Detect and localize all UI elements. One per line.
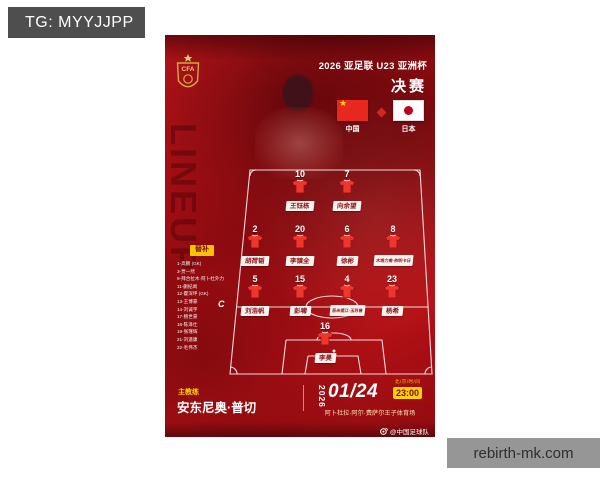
player-number: 7 xyxy=(344,169,350,179)
lineup-poster: LINEUP CFA 2026 亚足联 U23 亚洲杯 决赛 ★ 中国 日本 1… xyxy=(165,35,435,437)
player-name-label: 徐彬 xyxy=(335,255,359,266)
player-name-label: 彭啸 xyxy=(288,305,312,316)
substitute-item: 18-陈泽仕 xyxy=(177,322,198,328)
player-7: 7 向余望 xyxy=(321,170,373,212)
player-number: 5 xyxy=(252,274,258,284)
player-number: 4 xyxy=(344,274,350,284)
substitute-item: 13-王博豪 xyxy=(177,299,198,305)
jersey-icon xyxy=(316,331,334,346)
player-20: 20 李镇全 xyxy=(274,225,326,267)
divider xyxy=(303,385,304,411)
year-label: 2026 xyxy=(317,385,327,408)
substitute-item: 17-鲍世豪 xyxy=(177,314,198,320)
player-silhouette xyxy=(283,75,313,111)
jersey-icon xyxy=(338,179,356,194)
substitutes-list: 1-高鹏 (GK) 3-贾一然 9-拜合拉木·阿卜杜外力 11-蒯纪闻 12-霍深坪 (… xyxy=(177,261,249,352)
site-watermark: rebirth-mk.com xyxy=(447,438,600,468)
jersey-icon xyxy=(291,234,309,249)
vs-marker xyxy=(376,107,387,118)
player-name-label: 李镇全 xyxy=(285,255,315,266)
player-23: 23 杨希 xyxy=(366,275,418,317)
player-number: 15 xyxy=(294,274,305,284)
home-team-label: 中国 xyxy=(345,126,360,133)
jersey-icon xyxy=(383,284,401,299)
player-5: C 5 刘浩帆 xyxy=(218,274,281,317)
substitute-item: 14-刘诚宇 xyxy=(177,306,198,313)
substitute-item: 3-贾一然 xyxy=(177,268,195,275)
weibo-icon xyxy=(379,427,388,435)
player-2: 2 胡荷韬 xyxy=(229,225,281,267)
player-10: 10 王钰栋 xyxy=(274,170,326,212)
substitutes-badge: 替补 xyxy=(190,244,214,256)
jersey-icon xyxy=(246,234,264,249)
header-titles: 2026 亚足联 U23 亚洲杯 决赛 xyxy=(319,58,427,96)
player-name-label: 吾米提江·玉苏普 xyxy=(329,305,365,316)
bottom-strip xyxy=(165,422,435,437)
captain-badge: C xyxy=(218,299,225,309)
jersey-icon xyxy=(384,234,402,249)
jersey-icon xyxy=(246,284,264,299)
jersey-icon xyxy=(291,179,309,194)
player-number: 20 xyxy=(294,224,305,234)
player-number: 23 xyxy=(386,274,397,284)
social-handle: @中国足球队 xyxy=(389,429,429,436)
player-name-label: 向余望 xyxy=(332,200,362,211)
player-name-label: 杨希 xyxy=(380,305,404,316)
substitute-item: 1-高鹏 (GK) xyxy=(177,261,202,267)
substitutes-panel: 替补 1-高鹏 (GK) 3-贾一然 9-拜合拉木·阿卜杜外力 11-蒯纪闻 12-霍深… xyxy=(177,238,249,352)
date-label: 01/24 xyxy=(328,381,379,402)
player-number: 10 xyxy=(294,169,305,179)
away-team-label: 日本 xyxy=(401,126,416,133)
stage-title: 决赛 xyxy=(390,78,427,95)
player-16: 16 李昊 xyxy=(299,322,351,364)
coach-name: 安东尼奥·普切 xyxy=(177,401,257,415)
jersey-icon xyxy=(338,284,356,299)
player-number: 6 xyxy=(344,224,350,234)
venue-label: 阿卜杜拉·阿尔·费萨尔王子体育场 xyxy=(324,410,416,417)
substitute-item: 22-毛伟杰 xyxy=(177,344,198,351)
player-15: 15 彭啸 xyxy=(274,275,326,317)
player-name-label: 木塔力甫·依明卡日 xyxy=(372,255,414,266)
player-name-label: 李昊 xyxy=(313,352,337,363)
substitute-item: 21-刘遥康 xyxy=(177,337,198,343)
top-shade xyxy=(165,35,435,61)
player-number: 16 xyxy=(319,321,330,331)
player-6: 6 徐彬 xyxy=(321,225,373,267)
cfa-badge-icon: CFA xyxy=(176,54,200,88)
jersey-icon xyxy=(291,284,309,299)
timezone-label: 北/京/时/间 xyxy=(395,379,421,384)
china-flag-icon: ★ xyxy=(337,98,368,121)
substitute-item: 12-霍深坪 (GK) xyxy=(177,291,209,298)
player-name-label: 王钰栋 xyxy=(285,200,315,211)
substitute-item: 9-拜合拉木·阿卜杜外力 xyxy=(177,276,225,283)
jersey-icon xyxy=(338,234,356,249)
tournament-title: 2026 亚足联 U23 亚洲杯 xyxy=(318,61,427,72)
player-8: 8 木塔力甫·依明卡日 xyxy=(367,225,419,267)
player-number: 8 xyxy=(390,224,396,234)
substitute-item: 11-蒯纪闻 xyxy=(177,284,198,290)
substitute-item: 19-张瑾辉 xyxy=(177,329,198,336)
player-silhouette-body xyxy=(255,107,343,179)
coach-label: 主教练 xyxy=(178,389,199,396)
flag-sun-icon xyxy=(404,106,413,115)
tg-watermark: TG: MYYJJPP xyxy=(8,7,145,38)
social-handle-row: @中国足球队 xyxy=(379,426,429,436)
kickoff-time-badge: 23:00 xyxy=(393,387,423,399)
flag-star-icon: ★ xyxy=(339,98,348,108)
japan-flag-icon xyxy=(393,100,424,121)
svg-text:CFA: CFA xyxy=(182,66,195,73)
player-4: 4 吾米提江·玉苏普 xyxy=(321,275,373,317)
player-number: 2 xyxy=(252,224,258,234)
